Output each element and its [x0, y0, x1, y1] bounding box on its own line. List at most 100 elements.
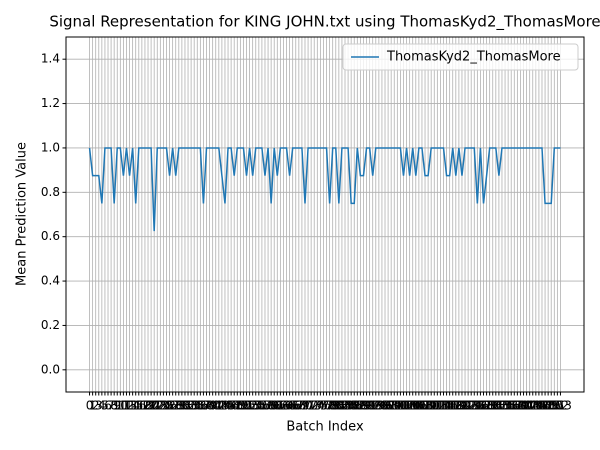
y-tick-label: 1.2 [41, 96, 60, 110]
x-tick-label: 110 [417, 399, 440, 413]
x-tick-label: 144 [521, 399, 544, 413]
x-tick-label: 43 [214, 399, 229, 413]
x-tick-label: 39 [202, 399, 217, 413]
y-tick-label: 0.0 [41, 362, 60, 376]
x-tick-label: 146 [527, 399, 550, 413]
x-tick-label: 86 [347, 399, 362, 413]
x-tick-label: 119 [444, 399, 467, 413]
x-tick-label: 66 [285, 399, 300, 413]
x-tick-label: 36 [193, 399, 208, 413]
x-tick-label: 73 [307, 399, 322, 413]
x-tick-label: 129 [475, 399, 498, 413]
x-tick-label: 124 [460, 399, 483, 413]
x-tick-label: 113 [426, 399, 449, 413]
y-tick-label: 1.4 [41, 52, 60, 66]
x-tick-label: 111 [420, 399, 443, 413]
x-tick-label: 103 [395, 399, 418, 413]
x-tick-label: 99 [387, 399, 402, 413]
x-tick-label: 56 [254, 399, 269, 413]
x-tick-label: 5 [101, 399, 109, 413]
x-tick-label: 13 [122, 399, 137, 413]
x-tick-label: 90 [359, 399, 374, 413]
x-tick-label: 12 [119, 399, 134, 413]
x-tick-label: 71 [300, 399, 315, 413]
x-tick-label: 127 [469, 399, 492, 413]
x-tick-label: 94 [371, 399, 386, 413]
grid [66, 37, 584, 392]
x-tick-label: 59 [263, 399, 278, 413]
x-tick-label: 87 [350, 399, 365, 413]
x-tick-label: 139 [506, 399, 529, 413]
x-tick-label: 136 [497, 399, 520, 413]
x-tick-label: 142 [515, 399, 538, 413]
x-tick-label: 17 [134, 399, 149, 413]
x-tick-label: 152 [546, 399, 569, 413]
legend-box [342, 43, 579, 71]
x-tick-label: 72 [304, 399, 319, 413]
x-tick-label: 93 [368, 399, 383, 413]
x-tick-label: 34 [187, 399, 202, 413]
x-tick-label: 117 [438, 399, 461, 413]
x-tick-label: 118 [441, 399, 464, 413]
x-tick-label: 50 [236, 399, 251, 413]
y-axis-label: Mean Prediction Value [15, 142, 30, 286]
x-tick-label: 11 [116, 399, 131, 413]
x-tick-label: 22 [150, 399, 165, 413]
x-tick-label: 55 [251, 399, 266, 413]
x-tick-label: 91 [362, 399, 377, 413]
x-tick-label: 125 [463, 399, 486, 413]
x-tick-label: 31 [177, 399, 192, 413]
x-tick-label: 131 [481, 399, 504, 413]
x-tick-label: 25 [159, 399, 174, 413]
x-tick-label: 70 [297, 399, 312, 413]
x-tick-label: 46 [223, 399, 238, 413]
x-tick-label: 24 [156, 399, 171, 413]
x-tick-label: 105 [401, 399, 424, 413]
x-tick-label: 18 [137, 399, 152, 413]
x-tick-label: 123 [457, 399, 480, 413]
x-tick-label: 29 [171, 399, 186, 413]
ticks: 0.00.20.40.60.81.01.21.40123456789101112… [41, 52, 572, 413]
y-tick-label: 0.6 [41, 229, 60, 243]
x-tick-label: 52 [242, 399, 257, 413]
x-tick-label: 6 [104, 399, 112, 413]
x-tick-label: 54 [248, 399, 263, 413]
x-tick-label: 130 [478, 399, 501, 413]
x-tick-label: 107 [407, 399, 430, 413]
x-tick-label: 106 [404, 399, 427, 413]
x-tick-label: 95 [374, 399, 389, 413]
x-tick-label: 9 [113, 399, 121, 413]
y-tick-label: 0.2 [41, 318, 60, 332]
x-tick-label: 16 [131, 399, 146, 413]
x-tick-label: 78 [322, 399, 337, 413]
x-tick-label: 153 [549, 399, 572, 413]
x-tick-label: 121 [451, 399, 474, 413]
x-tick-label: 37 [196, 399, 211, 413]
line-series [88, 147, 561, 232]
x-tick-label: 67 [288, 399, 303, 413]
x-tick-label: 38 [199, 399, 214, 413]
x-tick-label: 27 [165, 399, 180, 413]
x-tick-label: 137 [500, 399, 523, 413]
x-tick-label: 3 [95, 399, 103, 413]
chart-title: Signal Representation for KING JOHN.txt … [49, 13, 600, 32]
x-tick-label: 51 [239, 399, 254, 413]
x-tick-label: 145 [524, 399, 547, 413]
x-tick-label: 114 [429, 399, 452, 413]
x-tick-label: 44 [217, 399, 232, 413]
x-tick-label: 57 [257, 399, 272, 413]
x-tick-label: 74 [310, 399, 325, 413]
x-tick-label: 138 [503, 399, 526, 413]
x-tick-label: 10 [113, 399, 128, 413]
x-tick-label: 28 [168, 399, 183, 413]
x-tick-label: 0 [86, 399, 94, 413]
x-tick-label: 33 [183, 399, 198, 413]
x-tick-label: 112 [423, 399, 446, 413]
x-tick-label: 128 [472, 399, 495, 413]
x-tick-label: 19 [140, 399, 155, 413]
x-tick-label: 88 [353, 399, 368, 413]
x-tick-label: 101 [389, 399, 412, 413]
x-tick-label: 64 [279, 399, 294, 413]
x-axis-label: Batch Index [286, 420, 364, 435]
